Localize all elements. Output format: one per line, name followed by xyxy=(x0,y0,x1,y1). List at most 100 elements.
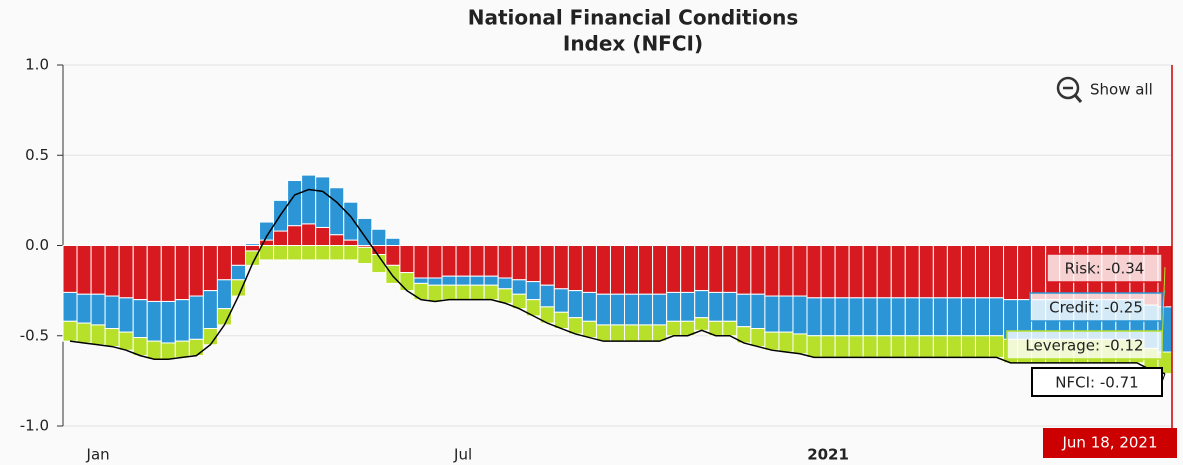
bar xyxy=(722,291,738,322)
tooltip-box xyxy=(1029,292,1163,322)
bar xyxy=(567,245,583,292)
bar xyxy=(820,297,836,337)
bar xyxy=(441,275,457,286)
bar xyxy=(202,245,218,292)
y-tick-label: -0.5 xyxy=(20,326,49,344)
bar xyxy=(146,340,162,360)
bar xyxy=(146,300,162,342)
bar xyxy=(722,320,738,337)
bar xyxy=(399,272,415,292)
bar xyxy=(118,331,134,351)
bar xyxy=(244,245,261,252)
bar xyxy=(301,174,317,225)
bar xyxy=(202,290,218,330)
bar xyxy=(132,337,148,357)
y-tick-label: 0.0 xyxy=(25,236,49,254)
bar xyxy=(666,320,682,337)
bar xyxy=(890,297,906,337)
bar xyxy=(90,324,106,346)
x-tick-label: 2021 xyxy=(807,446,849,464)
bar xyxy=(553,288,569,313)
bar xyxy=(497,288,513,304)
x-tick-label: Jul xyxy=(453,446,472,464)
bar xyxy=(960,297,976,337)
bar xyxy=(680,291,696,322)
bar xyxy=(638,324,654,342)
bar xyxy=(638,245,654,295)
bar xyxy=(160,300,176,344)
bar xyxy=(539,284,555,308)
bar xyxy=(567,290,583,319)
bar xyxy=(273,230,289,246)
bar xyxy=(778,245,794,297)
bar xyxy=(385,245,401,266)
bar xyxy=(553,245,569,290)
bar xyxy=(343,245,359,261)
bar xyxy=(104,295,120,330)
bar xyxy=(511,245,527,281)
bar xyxy=(315,245,331,261)
bar xyxy=(862,335,878,358)
bar xyxy=(188,338,204,357)
bar xyxy=(539,245,555,286)
bar xyxy=(595,245,611,295)
chart-title: Index (NFCI) xyxy=(563,32,703,56)
bar xyxy=(750,328,766,348)
bar xyxy=(62,291,78,322)
bar xyxy=(581,320,597,339)
bar xyxy=(160,245,176,302)
bar xyxy=(652,245,668,295)
bar xyxy=(469,284,485,301)
bar xyxy=(904,335,920,358)
bar xyxy=(230,279,246,297)
bar xyxy=(371,228,387,247)
show-all-label[interactable]: Show all xyxy=(1090,81,1153,99)
bar xyxy=(343,239,359,247)
bar xyxy=(932,335,948,358)
bar xyxy=(595,324,611,342)
bar xyxy=(174,245,190,301)
bar xyxy=(90,293,106,326)
bar xyxy=(666,245,682,293)
bar xyxy=(750,245,766,295)
bar xyxy=(329,245,345,261)
bar xyxy=(680,245,696,293)
bar xyxy=(848,297,864,337)
bar xyxy=(90,245,106,295)
bar xyxy=(820,335,836,358)
bar xyxy=(624,293,640,326)
bar xyxy=(904,245,920,299)
tooltip: Risk: -0.34 xyxy=(1046,253,1166,307)
bar xyxy=(216,308,232,326)
bar xyxy=(413,245,429,279)
bar xyxy=(736,293,752,328)
bar xyxy=(174,340,190,358)
bar xyxy=(918,335,934,358)
bar xyxy=(301,245,317,261)
bar xyxy=(483,275,499,286)
bar xyxy=(652,293,668,326)
bar xyxy=(357,246,373,265)
bar xyxy=(497,245,513,279)
x-tick-label: Jan xyxy=(86,446,110,464)
bar xyxy=(834,335,850,358)
bar xyxy=(329,187,345,236)
tooltip-box xyxy=(1006,330,1163,360)
show-all-button[interactable]: Show all xyxy=(1056,76,1153,103)
bar xyxy=(455,275,471,286)
tooltip-text: Credit: -0.25 xyxy=(1049,299,1143,317)
bar xyxy=(694,317,710,331)
bar xyxy=(750,293,766,330)
bar xyxy=(989,297,1005,337)
zoom-icon xyxy=(1056,76,1080,100)
bar xyxy=(960,245,976,299)
bar xyxy=(62,245,78,293)
tooltip: Leverage: -0.12 xyxy=(1006,267,1166,360)
y-tick-label: 0.5 xyxy=(25,146,49,164)
bar xyxy=(497,277,513,290)
bar xyxy=(609,293,626,326)
bar xyxy=(834,245,850,299)
bar xyxy=(666,291,682,322)
bar xyxy=(483,284,499,301)
bar xyxy=(708,291,724,322)
